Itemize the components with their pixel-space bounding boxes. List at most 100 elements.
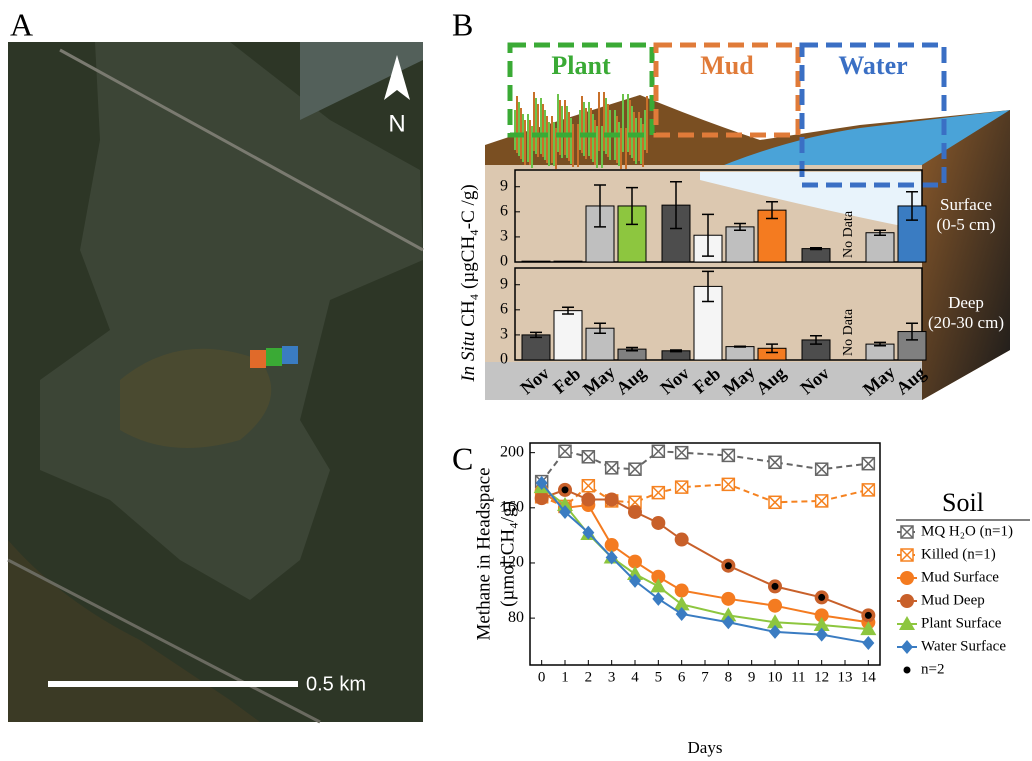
data-point <box>815 627 828 642</box>
forest <box>8 540 260 722</box>
x-tick-label: 6 <box>678 669 686 685</box>
data-point <box>581 450 596 464</box>
data-point <box>814 494 829 508</box>
data-point <box>861 483 876 497</box>
data-point <box>674 480 689 494</box>
marker-cross <box>815 462 829 476</box>
data-point <box>864 611 872 619</box>
data-point <box>724 562 732 570</box>
road <box>59 48 424 252</box>
legend-symbol <box>903 666 911 674</box>
marker-cross <box>721 477 735 491</box>
aerial-map: N 0.5 km <box>7 42 424 724</box>
x-tick-label: 5 <box>655 669 663 685</box>
legend-marker <box>901 640 913 654</box>
data-point <box>650 578 667 593</box>
data-point <box>674 445 689 460</box>
north-label: N <box>388 110 405 137</box>
panel-label: B <box>452 6 473 42</box>
error-bar <box>810 334 822 345</box>
legend-label: Water Surface <box>921 638 1006 654</box>
legend-marker <box>900 594 914 608</box>
y-tick-label: 9 <box>500 177 508 194</box>
x-tick-label: 13 <box>838 669 853 685</box>
marker-cross <box>675 446 689 460</box>
error-bar <box>594 184 606 228</box>
bar <box>865 232 895 263</box>
legend-label: Plant Surface <box>921 615 1002 631</box>
depth-label: Deep <box>948 293 984 312</box>
data-point <box>674 532 689 547</box>
site-mud <box>250 350 266 368</box>
bar <box>801 248 831 263</box>
panel-label: A <box>10 6 33 42</box>
depth-label: (20-30 cm) <box>928 313 1004 332</box>
error-bar <box>702 213 714 257</box>
depth-label: (0-5 cm) <box>936 215 995 234</box>
data-point <box>651 485 666 500</box>
data-point <box>651 444 666 459</box>
y-tick-label: 0 <box>500 351 508 368</box>
missing-label: No Data <box>841 308 856 356</box>
data-point <box>651 515 666 530</box>
box-bottom <box>485 362 922 400</box>
marker-cross <box>900 525 914 539</box>
data-point <box>721 448 736 463</box>
data-point <box>559 504 571 519</box>
legend-label: Mud Deep <box>921 592 985 608</box>
legend-label: Mud Surface <box>921 569 999 585</box>
y-tick-label: 120 <box>500 554 524 571</box>
marker-cross <box>900 548 914 562</box>
error-bar <box>734 345 746 348</box>
site-water <box>282 346 298 364</box>
legend-marker <box>900 571 914 585</box>
data-point <box>581 478 596 493</box>
data-point <box>604 538 619 553</box>
y-axis-label-text: CH₄ (µgCH₄-C /g) <box>458 184 479 331</box>
marker-cross <box>721 448 735 462</box>
marker-cross <box>861 483 875 497</box>
data-point <box>768 455 782 470</box>
zone-box <box>799 42 947 188</box>
data-point <box>768 598 782 613</box>
x-tick-label: 0 <box>538 669 546 685</box>
legend-symbol <box>900 594 914 608</box>
legend-symbol <box>901 640 913 654</box>
y-axis-label: In Situ CH₄ (µgCH₄-C /g) <box>458 184 479 382</box>
water-top <box>300 42 423 120</box>
bar <box>521 260 551 263</box>
x-tick-label: 7 <box>701 669 709 685</box>
error-bar <box>906 190 918 221</box>
legend-label: n=2 <box>921 661 944 677</box>
y-tick-label: 6 <box>500 202 508 219</box>
data-point <box>629 573 641 588</box>
x-tick-label: 10 <box>768 669 783 685</box>
data-point <box>628 504 642 519</box>
y-tick-label: 0 <box>500 253 508 270</box>
y-tick-label: 9 <box>500 275 508 292</box>
error-bar <box>874 229 886 236</box>
scale-label: 0.5 km <box>306 673 366 695</box>
marker-cross <box>581 479 595 493</box>
marker-cross <box>768 455 782 469</box>
legend-marker <box>900 548 914 562</box>
bar <box>725 346 755 361</box>
legend-label: Killed (n=1) <box>921 546 996 562</box>
x-axis-label: Days <box>688 738 723 757</box>
legend-symbol <box>899 616 915 630</box>
data-point <box>768 495 782 510</box>
data-point <box>628 462 642 476</box>
north-arrow <box>384 55 410 100</box>
bar <box>521 334 551 361</box>
data-point <box>814 462 829 476</box>
y-tick-label: 80 <box>508 609 524 626</box>
y-axis-label: (µmol CH₄/g) <box>497 501 518 607</box>
marker-cross <box>675 480 689 494</box>
soil-diagram <box>485 92 1010 400</box>
error-bar <box>810 247 822 251</box>
x-tick-label: 11 <box>791 669 805 685</box>
zone-box <box>507 42 655 138</box>
data-point <box>652 591 665 606</box>
x-tick-label: 9 <box>748 669 756 685</box>
